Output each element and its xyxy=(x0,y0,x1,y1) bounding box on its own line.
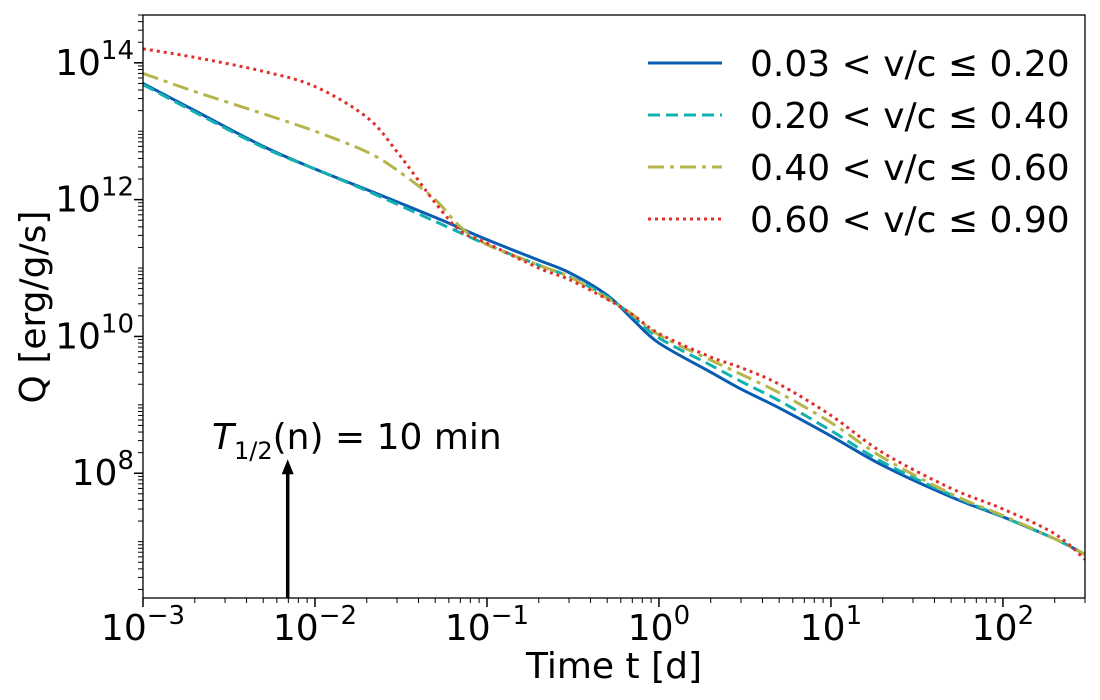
plot-area xyxy=(142,14,1086,599)
plot-frame xyxy=(142,14,1086,599)
y-axis-label: Q [erg/g/s] xyxy=(13,211,54,404)
legend-label-3: 0.40 < v/c ≤ 0.60 xyxy=(750,148,1070,189)
x-tick-label: 102 xyxy=(972,601,1034,649)
x-tick-label: 101 xyxy=(800,601,862,649)
y-tick-label: 108 xyxy=(72,446,134,494)
x-axis-label: Time t [d] xyxy=(525,646,702,687)
series-line-3 xyxy=(143,71,1085,556)
legend-label-1: 0.03 < v/c ≤ 0.20 xyxy=(750,44,1070,85)
x-tick-label: 10−2 xyxy=(273,601,357,649)
legend-label-2: 0.20 < v/c ≤ 0.40 xyxy=(750,96,1070,137)
x-axis: 10−3 10−2 10−1 100 101 102 xyxy=(101,598,1086,649)
x-tick-label: 10−3 xyxy=(101,601,185,649)
x-tick-label: 100 xyxy=(628,601,690,649)
x-tick-label: 10−1 xyxy=(445,601,529,649)
y-tick-label: 1010 xyxy=(55,309,134,357)
y-tick-label: 1012 xyxy=(55,173,134,221)
annotation-text: T1/2(n) = 10 min xyxy=(212,417,502,465)
legend: 0.03 < v/c ≤ 0.20 0.20 < v/c ≤ 0.40 0.40 <… xyxy=(648,44,1070,241)
y-axis: 108 1010 1012 1014 xyxy=(55,14,143,590)
legend-label-4: 0.60 < v/c ≤ 0.90 xyxy=(750,200,1070,241)
annotation: T1/2(n) = 10 min xyxy=(212,417,502,598)
series-line-4 xyxy=(143,47,1085,561)
y-tick-label: 1014 xyxy=(55,36,134,84)
annotation-arrow-head xyxy=(281,459,294,475)
